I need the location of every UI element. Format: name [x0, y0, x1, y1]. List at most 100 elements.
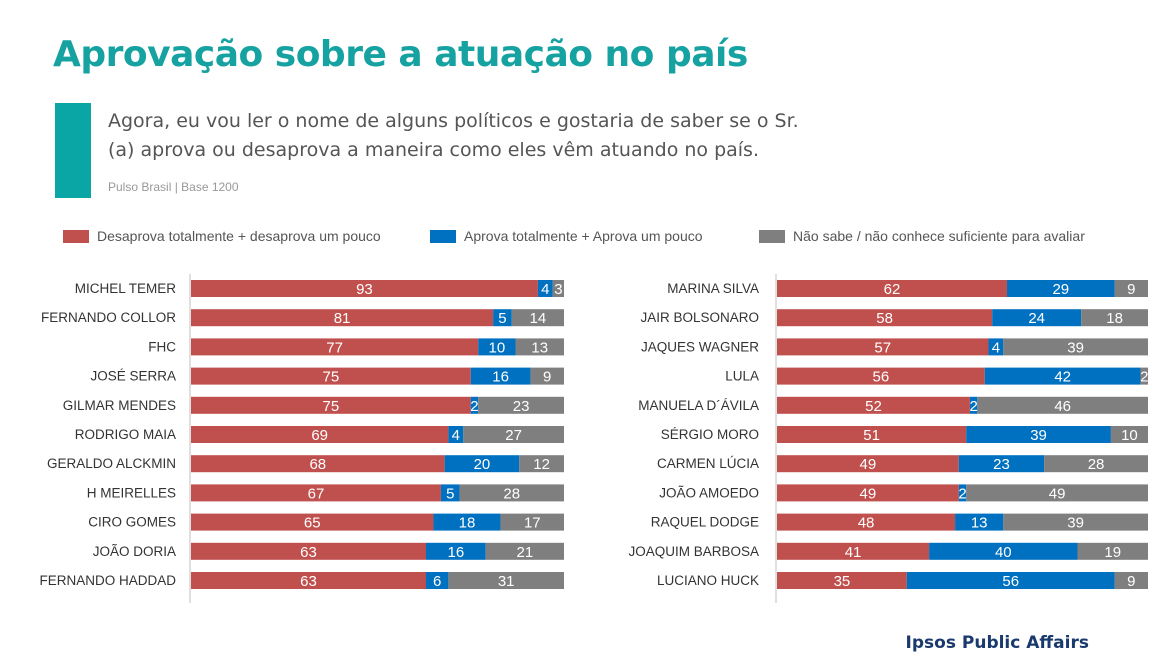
bar-disapprove: [191, 338, 479, 356]
data-label-approve: 5: [446, 485, 454, 502]
bar-unknown: [1114, 572, 1148, 589]
data-label-disapprove: 56: [873, 369, 890, 386]
bar-approve: [1007, 280, 1115, 297]
data-label-unknown: 2: [1140, 369, 1148, 386]
data-label-approve: 5: [498, 310, 506, 327]
bar-approve: [478, 338, 516, 356]
category-label: MICHEL TEMER: [75, 281, 177, 296]
data-label-unknown: 39: [1067, 515, 1084, 532]
category-label: LUCIANO HUCK: [657, 573, 759, 588]
data-label-approve: 18: [459, 515, 476, 532]
data-label-unknown: 19: [1104, 544, 1121, 561]
brand-logo-text: Ipsos Public Affairs: [905, 633, 1089, 653]
bar-disapprove: [777, 542, 930, 560]
legend-swatch-approve: [430, 229, 456, 243]
category-label: H MEIRELLES: [87, 485, 176, 500]
data-label-unknown: 9: [543, 369, 551, 386]
bar-approve: [955, 513, 1004, 531]
category-label: JOSÉ SERRA: [90, 369, 176, 384]
data-label-disapprove: 49: [860, 456, 877, 473]
bar-unknown: [500, 513, 564, 531]
bar-approve: [929, 542, 1078, 560]
bar-approve: [493, 309, 512, 327]
bar-approve: [425, 542, 486, 560]
bar-unknown: [478, 396, 564, 414]
data-label-approve: 4: [452, 427, 460, 444]
data-label-approve: 2: [969, 398, 977, 415]
bar-disapprove: [191, 542, 426, 560]
data-label-unknown: 49: [1049, 485, 1066, 502]
bar-disapprove: [777, 367, 985, 385]
data-label-unknown: 14: [530, 310, 547, 327]
legend-label-approve: Aprova totalmente + Aprova um pouco: [464, 228, 703, 244]
data-label-disapprove: 49: [860, 485, 877, 502]
bar-approve: [988, 338, 1004, 356]
category-label: LULA: [725, 369, 759, 384]
data-label-unknown: 10: [1121, 427, 1138, 444]
legend-item-unknown: Não sabe / não conhece suficiente para a…: [759, 228, 1085, 244]
category-label: MANUELA D´ÁVILA: [638, 398, 759, 413]
bar-disapprove: [191, 309, 494, 327]
bar-disapprove: [777, 513, 956, 531]
bar-unknown: [1081, 309, 1148, 327]
data-label-approve: 4: [541, 281, 549, 298]
bar-approve: [440, 484, 460, 502]
bar-approve: [958, 484, 967, 502]
category-label: JOAQUIM BARBOSA: [628, 544, 759, 559]
bar-disapprove: [777, 484, 959, 502]
legend-label-unknown: Não sabe / não conhece suficiente para a…: [793, 228, 1085, 244]
bar-unknown: [519, 455, 564, 473]
data-label-approve: 6: [433, 573, 441, 590]
bar-disapprove: [191, 513, 434, 531]
data-label-disapprove: 93: [356, 281, 373, 298]
bar-unknown: [552, 280, 564, 297]
category-label: GERALDO ALCKMIN: [47, 456, 176, 471]
data-label-approve: 2: [470, 398, 478, 415]
data-label-unknown: 18: [1106, 310, 1123, 327]
data-label-approve: 24: [1028, 310, 1045, 327]
legend-swatch-disapprove: [63, 229, 89, 243]
category-label: RAQUEL DODGE: [651, 515, 759, 530]
data-label-disapprove: 75: [323, 369, 340, 386]
page-title: Aprovação sobre a atuação no país: [53, 34, 748, 75]
bar-approve: [537, 280, 553, 297]
bar-unknown: [448, 572, 564, 589]
bar-disapprove: [191, 455, 445, 473]
category-label: CIRO GOMES: [88, 515, 176, 530]
data-label-disapprove: 68: [309, 456, 326, 473]
bar-disapprove: [777, 572, 907, 589]
data-label-unknown: 23: [513, 398, 530, 415]
bar-approve: [425, 572, 449, 589]
bar-approve: [448, 426, 464, 443]
bar-unknown: [459, 484, 564, 502]
bar-unknown: [530, 367, 564, 385]
category-label: RODRIGO MAIA: [75, 427, 176, 442]
category-label: JOÃO DORIA: [93, 544, 176, 559]
data-label-unknown: 28: [503, 485, 520, 502]
legend-item-approve: Aprova totalmente + Aprova um pouco: [430, 228, 703, 244]
data-label-disapprove: 57: [874, 339, 891, 356]
bar-approve: [470, 396, 479, 414]
data-label-disapprove: 77: [326, 339, 343, 356]
data-label-unknown: 46: [1054, 398, 1071, 415]
data-label-approve: 39: [1030, 427, 1047, 444]
category-label: FERNANDO COLLOR: [41, 310, 176, 325]
legend-swatch-unknown: [759, 229, 785, 243]
bar-disapprove: [777, 396, 970, 414]
bar-disapprove: [191, 396, 471, 414]
bar-approve: [969, 396, 978, 414]
bar-approve: [992, 309, 1082, 327]
data-label-disapprove: 41: [845, 544, 862, 561]
data-label-approve: 16: [447, 544, 464, 561]
bar-disapprove: [191, 484, 441, 502]
category-label: CARMEN LÚCIA: [657, 456, 759, 471]
bar-unknown: [977, 396, 1148, 414]
bar-unknown: [1044, 455, 1148, 473]
data-label-unknown: 39: [1067, 339, 1084, 356]
data-label-approve: 4: [992, 339, 1000, 356]
legend-item-disapprove: Desaprova totalmente + desaprova um pouc…: [63, 228, 381, 244]
data-label-disapprove: 48: [858, 515, 875, 532]
